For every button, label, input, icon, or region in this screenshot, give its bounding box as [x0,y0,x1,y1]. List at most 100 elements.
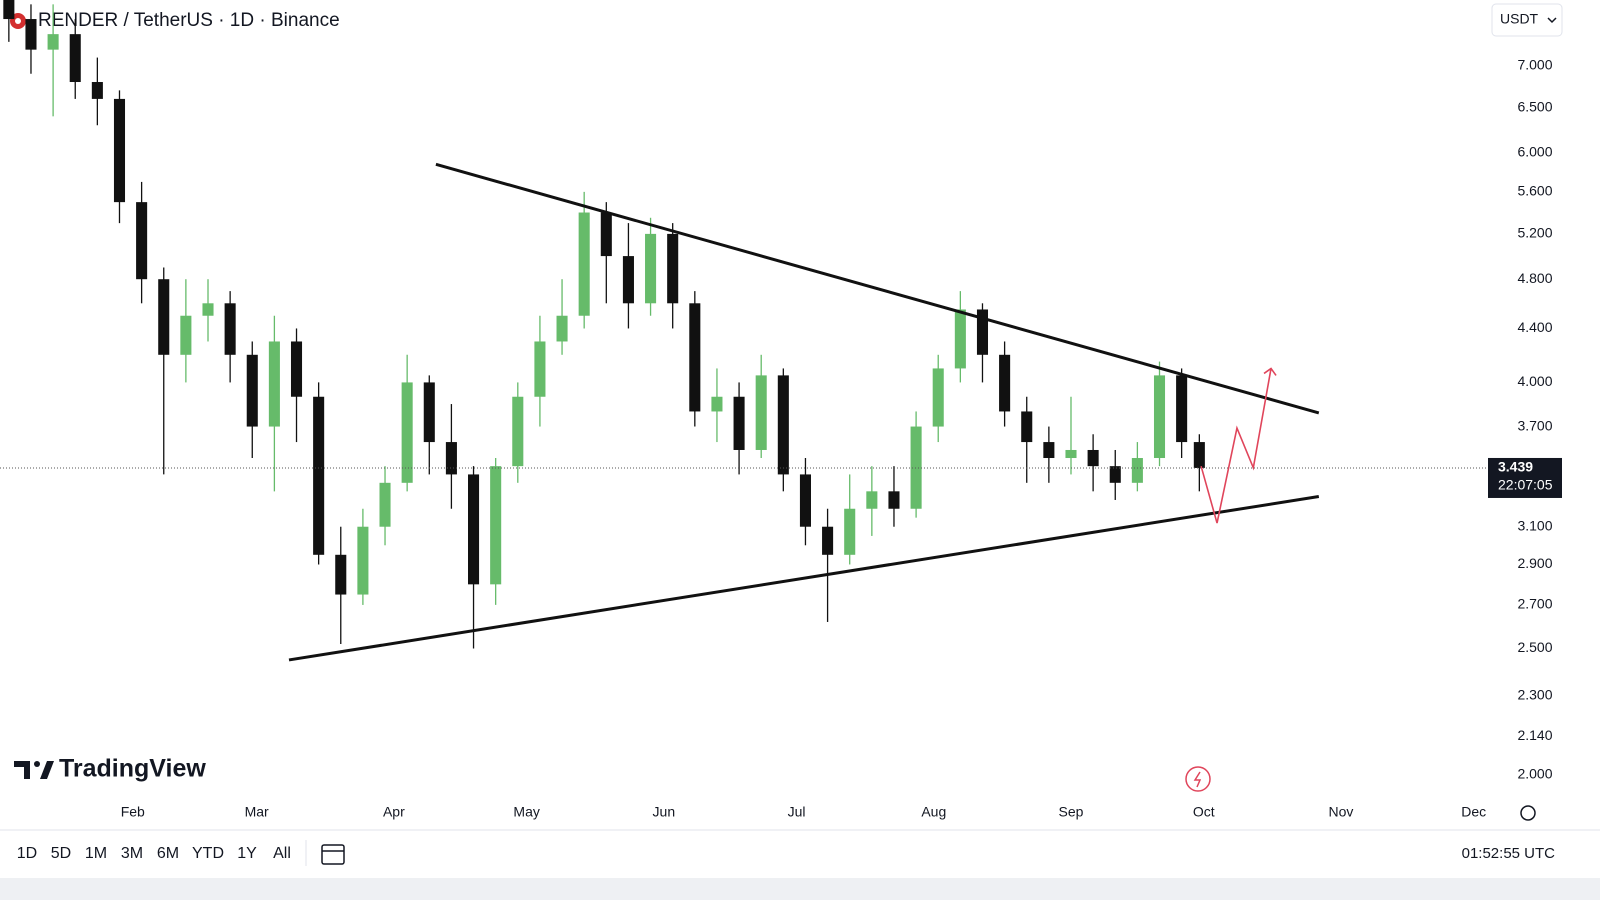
x-tick-label: Oct [1193,804,1215,820]
y-tick-label: 3.100 [1517,517,1552,533]
y-tick-label: 2.500 [1517,639,1552,655]
x-tick-label: Apr [383,804,405,820]
candle-body [268,341,280,427]
x-tick-label: Sep [1059,804,1084,820]
x-tick-label: Dec [1461,804,1486,820]
y-tick-label: 2.700 [1517,596,1552,612]
last-price-box [1488,457,1562,498]
candle-body [755,375,767,450]
candle-body [3,0,15,20]
candle-body [910,426,922,509]
logo-mark-slash [40,761,54,779]
candle-body [1193,442,1205,468]
candle-body [490,466,502,585]
candle-body [777,375,789,475]
currency-caret [1547,17,1557,24]
settings-icon[interactable] [1520,805,1536,821]
x-tick-label: Nov [1329,804,1354,820]
candle-body [1043,442,1055,459]
trendline [435,162,1320,415]
candle-body [556,315,568,342]
candle-body [445,442,457,475]
currency-button[interactable] [1491,3,1563,37]
candle-body [1176,375,1188,443]
candle-body [932,368,944,427]
candle-body [1131,458,1143,483]
arrow-head [1263,367,1277,376]
y-tick-label: 2.140 [1517,727,1552,743]
candle-body [711,396,723,412]
brand-name: TradingView [59,755,206,783]
candle-body [224,303,236,355]
symbol-title: RENDER / TetherUS · 1D · Binance [38,10,340,31]
clock: 01:52:55 UTC [1462,845,1556,862]
candle-body [822,526,834,555]
brand-logo [14,761,54,779]
candle-body [689,303,701,412]
candle-body [357,526,369,595]
candle-body [1153,375,1166,459]
candle-body [999,354,1011,412]
candle-body [25,19,37,50]
candle-body [622,256,634,304]
logo-mark [14,761,30,779]
y-tick-label: 5.200 [1517,225,1552,241]
range-button[interactable]: 5D [51,845,71,862]
date-range-icon[interactable] [321,844,345,865]
y-tick-label: 2.000 [1517,766,1552,782]
candle-body [246,354,258,427]
candle-body [1109,466,1121,483]
candle-body [313,396,325,555]
candle-body [91,82,103,99]
candle-body [976,309,989,355]
calendar-icon[interactable] [321,844,345,865]
candle-body [1065,449,1077,459]
candle-body [202,303,214,316]
candle-body [578,212,590,316]
candle-body [534,341,546,397]
candle-body [180,315,192,355]
currency-label[interactable]: USDT [1500,11,1539,27]
symbol-icon-dot [15,18,21,24]
x-tick-label: Feb [121,804,145,820]
candle-body [468,474,480,585]
range-button[interactable]: 3M [121,845,143,862]
event-icon[interactable] [1185,766,1211,792]
candle-body [645,233,657,304]
logo-mark-dot [34,761,40,767]
range-button[interactable]: 1D [17,845,37,862]
range-button[interactable]: 6M [157,845,179,862]
y-tick-label: 4.800 [1517,270,1552,286]
candle-body [888,491,900,509]
range-button[interactable]: All [273,845,291,862]
x-tick-label: Jun [653,804,676,820]
candle-body [1021,411,1033,443]
candle-body [799,474,811,527]
candle-body [600,212,612,257]
x-tick-label: Aug [921,804,946,820]
last-price-label: 3.439 [1498,459,1533,475]
range-button[interactable]: YTD [192,845,224,862]
y-tick-label: 7.000 [1517,56,1552,72]
trendline [288,495,1320,662]
x-tick-label: May [513,804,539,820]
candle-body [954,309,966,369]
candle-body [844,508,856,555]
candle-body [47,34,59,50]
y-tick-label: 3.700 [1517,417,1552,433]
y-tick-label: 6.000 [1517,144,1552,160]
candle-body [113,98,126,203]
candle-body [401,382,413,483]
event-icon-bolt [1193,771,1202,788]
y-tick-label: 5.600 [1517,183,1552,199]
candle-body [136,202,148,280]
range-button[interactable]: 1Y [237,845,257,862]
candle-body [733,396,745,450]
y-tick-label: 2.300 [1517,686,1552,702]
candle-body [290,341,303,397]
range-button[interactable]: 1M [85,845,107,862]
trendline [1200,368,1272,524]
